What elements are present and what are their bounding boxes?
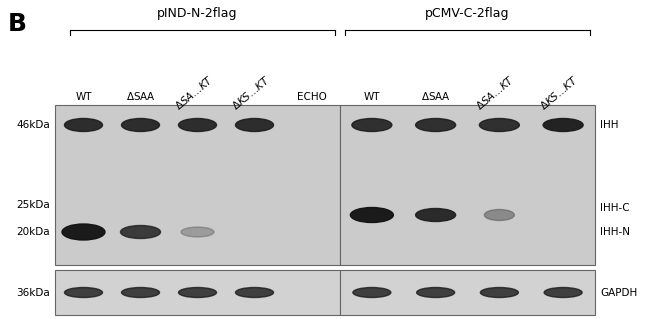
Ellipse shape bbox=[484, 210, 514, 220]
Text: 20kDa: 20kDa bbox=[16, 227, 50, 237]
Ellipse shape bbox=[353, 287, 391, 298]
FancyBboxPatch shape bbox=[55, 105, 340, 265]
Ellipse shape bbox=[480, 287, 519, 298]
Ellipse shape bbox=[235, 287, 274, 298]
Text: pIND-N-2flag: pIND-N-2flag bbox=[157, 7, 238, 20]
Text: $\Delta$SAA: $\Delta$SAA bbox=[125, 90, 155, 102]
Text: $\Delta$SAA: $\Delta$SAA bbox=[421, 90, 450, 102]
FancyBboxPatch shape bbox=[340, 270, 595, 315]
Text: WT: WT bbox=[363, 92, 380, 102]
Ellipse shape bbox=[415, 118, 456, 131]
Ellipse shape bbox=[179, 118, 216, 131]
Ellipse shape bbox=[235, 118, 274, 131]
Text: IHH: IHH bbox=[600, 120, 619, 130]
Ellipse shape bbox=[544, 287, 582, 298]
Ellipse shape bbox=[181, 227, 214, 237]
Text: $\Delta$KS$\ldots$KT: $\Delta$KS$\ldots$KT bbox=[538, 73, 581, 112]
FancyBboxPatch shape bbox=[55, 270, 340, 315]
Ellipse shape bbox=[64, 287, 103, 298]
Text: 25kDa: 25kDa bbox=[16, 200, 50, 210]
FancyBboxPatch shape bbox=[340, 105, 595, 265]
Ellipse shape bbox=[350, 207, 393, 222]
Text: $\Delta$SA$\ldots$KT: $\Delta$SA$\ldots$KT bbox=[474, 73, 517, 112]
Ellipse shape bbox=[122, 287, 159, 298]
Ellipse shape bbox=[480, 118, 519, 131]
Text: $\Delta$SA$\ldots$KT: $\Delta$SA$\ldots$KT bbox=[172, 73, 216, 112]
Text: IHH-N: IHH-N bbox=[600, 227, 630, 237]
Text: pCMV-C-2flag: pCMV-C-2flag bbox=[425, 7, 510, 20]
Ellipse shape bbox=[122, 118, 159, 131]
Ellipse shape bbox=[64, 118, 103, 131]
Ellipse shape bbox=[62, 224, 105, 240]
Text: 36kDa: 36kDa bbox=[16, 287, 50, 298]
Text: 46kDa: 46kDa bbox=[16, 120, 50, 130]
Ellipse shape bbox=[352, 118, 392, 131]
Ellipse shape bbox=[179, 287, 216, 298]
Text: WT: WT bbox=[75, 92, 92, 102]
Ellipse shape bbox=[120, 226, 161, 239]
Text: $\Delta$KS$\ldots$KT: $\Delta$KS$\ldots$KT bbox=[229, 73, 272, 112]
Ellipse shape bbox=[543, 118, 583, 131]
Text: ECHO: ECHO bbox=[296, 92, 326, 102]
Text: IHH-C: IHH-C bbox=[600, 203, 630, 213]
Ellipse shape bbox=[415, 209, 456, 221]
Text: B: B bbox=[8, 12, 27, 36]
Ellipse shape bbox=[417, 287, 454, 298]
Text: GAPDH: GAPDH bbox=[600, 287, 637, 298]
